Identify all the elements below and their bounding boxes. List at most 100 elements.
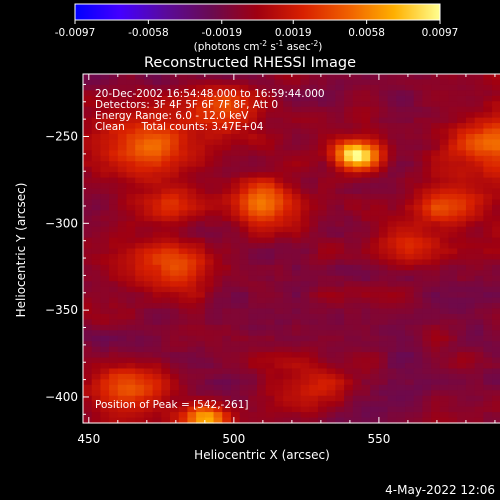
heatmap-cell [396,177,406,184]
heatmap-cell [196,412,206,419]
heatmap-cell [326,166,336,173]
heatmap-cell [265,248,276,255]
heatmap-cell [222,412,232,419]
heatmap-cell [405,303,415,310]
heatmap-cell [109,112,119,119]
heatmap-cell [152,232,162,239]
heatmap-cell [239,193,249,201]
heatmap-cell [230,139,241,146]
heatmap-cell [283,308,293,315]
heatmap-cell [361,90,371,97]
heatmap-cell [100,281,110,288]
heatmap-cell [309,101,319,108]
heatmap-cell [413,123,424,130]
heatmap-cell [317,406,328,413]
heatmap-cell [474,297,484,304]
heatmap-cell [378,330,389,337]
heatmap-cell [222,297,232,304]
heatmap-cell [265,172,276,179]
heatmap-cell [378,401,389,408]
heatmap-cell [178,128,189,135]
heatmap-cell [492,275,500,282]
heatmap-cell [335,204,345,211]
heatmap-cell [352,74,363,81]
heatmap-cell [396,379,406,386]
heatmap-cell [483,226,493,233]
heatmap-cell [361,363,371,370]
heatmap-cell [143,150,154,157]
heatmap-cell [422,281,432,288]
heatmap-cell [405,281,415,288]
heatmap-cell [474,237,484,244]
heatmap-cell [265,139,276,146]
heatmap-cell [126,204,136,211]
heatmap-cell [187,417,197,424]
heatmap-cell [178,373,189,380]
heatmap-cell [283,368,293,375]
heatmap-cell [370,379,380,386]
heatmap-cell [126,90,136,97]
heatmap-cell [335,346,345,353]
heatmap-cell [117,379,128,386]
heatmap-cell [361,281,371,288]
heatmap-cell [300,232,310,239]
heatmap-cell [100,330,110,337]
heatmap-cell [161,123,171,130]
heatmap-cell [335,319,345,326]
heatmap-cell [474,319,484,326]
heatmap-cell [187,406,197,413]
heatmap-cell [300,74,310,81]
heatmap-cell [126,128,136,135]
heatmap-cell [457,313,467,320]
heatmap-cell [283,188,293,195]
heatmap-cell [230,264,241,271]
heatmap-cell [457,401,467,408]
heatmap-cell [465,188,476,195]
heatmap-cell [161,215,171,222]
heatmap-cell [326,346,336,353]
heatmap-cell [300,379,310,386]
heatmap-cell [457,281,467,288]
heatmap-cell [457,303,467,310]
heatmap-cell [465,264,476,271]
heatmap-cell [109,177,119,184]
heatmap-cell [117,177,128,184]
heatmap-cell [405,123,415,130]
heatmap-cell [465,313,476,320]
heatmap-cell [361,292,371,299]
heatmap-cell [309,406,319,413]
heatmap-cell [143,270,154,277]
heatmap-cell [413,226,424,233]
heatmap-cell [439,237,450,244]
heatmap-cell [283,139,293,146]
heatmap-cell [474,401,484,408]
heatmap-cell [230,84,241,91]
heatmap-cell [309,106,319,113]
heatmap-cell [448,401,458,408]
heatmap-cell [178,150,189,157]
heatmap-cell [265,412,276,419]
heatmap-cell [161,248,171,255]
heatmap-cell [135,79,145,86]
heatmap-cell [109,401,119,408]
heatmap-cell [317,112,328,119]
heatmap-cell [239,150,249,157]
heatmap-cell [448,297,458,304]
heatmap-cell [413,210,424,217]
heatmap-cell [457,204,467,211]
heatmap-cell [457,357,467,364]
heatmap-cell [265,188,276,195]
heatmap-cell [361,286,371,293]
heatmap-cell [126,324,136,331]
heatmap-cell [413,308,424,315]
heatmap-cell [457,172,467,179]
heatmap-cell [196,308,206,315]
heatmap-cell [396,384,406,391]
heatmap-cell [457,412,467,419]
heatmap-cell [161,90,171,97]
heatmap-cell [248,253,258,260]
heatmap-cell [396,123,406,130]
heatmap-cell [204,237,215,244]
heatmap-cell [396,139,406,146]
heatmap-cell [448,275,458,282]
